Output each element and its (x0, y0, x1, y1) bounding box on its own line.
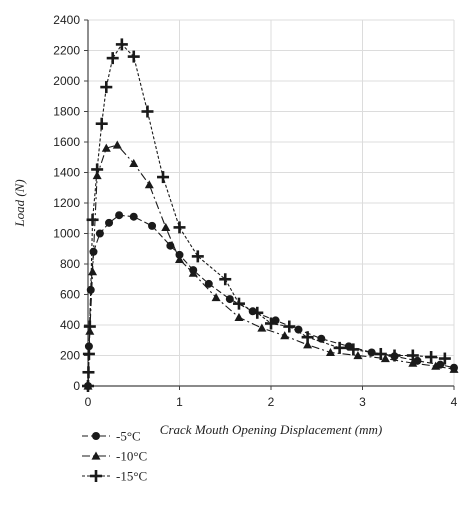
legend-label: -15°C (116, 469, 147, 484)
data-point-circle (166, 241, 175, 250)
data-point-plus (91, 163, 104, 176)
x-tick-label: 3 (359, 395, 366, 409)
x-tick-label: 2 (268, 395, 275, 409)
data-point-circle (175, 250, 184, 259)
data-point-plus (173, 221, 186, 234)
data-point-plus (82, 380, 94, 392)
y-tick-label: 200 (60, 349, 80, 363)
data-point-plus (232, 297, 245, 310)
legend-label: -5°C (116, 429, 141, 444)
data-point-triangle (280, 331, 290, 340)
series-plus (82, 38, 451, 392)
data-point-triangle (112, 140, 122, 149)
data-point-plus (106, 52, 119, 65)
series-line (87, 43, 445, 387)
data-point-circle (317, 334, 326, 343)
data-point-plus (333, 341, 346, 354)
data-point-triangle (188, 268, 198, 277)
data-point-plus (219, 273, 232, 286)
data-point-circle (148, 221, 157, 230)
data-point-plus (191, 250, 204, 263)
data-point-circle (413, 356, 422, 365)
data-point-plus (388, 349, 401, 362)
data-point-plus (347, 343, 360, 356)
series-line (87, 144, 455, 387)
data-point-triangle (234, 312, 244, 321)
y-tick-label: 1800 (53, 105, 80, 119)
y-tick-label: 2200 (53, 44, 80, 58)
data-point-plus (406, 349, 419, 362)
data-point-circle (204, 279, 213, 288)
x-axis-title: Crack Mouth Opening Displacement (mm) (160, 422, 382, 437)
y-tick-label: 2000 (53, 74, 80, 88)
data-point-triangle (408, 358, 418, 367)
y-tick-label: 1200 (53, 196, 80, 210)
data-point-circle (115, 211, 124, 220)
data-point-plus (141, 105, 154, 118)
data-point-plus (425, 351, 438, 364)
y-tick-label: 600 (60, 288, 80, 302)
y-tick-label: 400 (60, 318, 80, 332)
data-point-circle (294, 325, 303, 334)
data-point-plus (82, 347, 95, 360)
data-series (82, 38, 459, 392)
data-point-plus (100, 81, 113, 94)
data-point-triangle (353, 351, 363, 360)
data-point-triangle (129, 158, 139, 167)
data-point-triangle (91, 451, 101, 460)
legend-item: -5°C (82, 429, 141, 444)
series-triangle (83, 140, 459, 390)
data-point-triangle (431, 361, 441, 370)
data-point-triangle (380, 354, 390, 363)
data-point-plus (82, 366, 95, 379)
data-point-triangle (144, 180, 154, 189)
y-axis-title: Load (N) (12, 179, 27, 227)
data-point-plus (95, 117, 108, 130)
data-point-plus (157, 171, 170, 184)
data-point-circle (105, 218, 114, 227)
data-point-plus (90, 470, 102, 482)
data-point-triangle (325, 347, 335, 357)
legend: -5°C -10°C -15°C (82, 429, 147, 484)
data-point-plus (374, 347, 387, 360)
data-point-plus (283, 320, 296, 333)
data-point-triangle (161, 222, 171, 231)
y-tick-label: 0 (73, 379, 80, 393)
y-tick-label: 1600 (53, 135, 80, 149)
data-point-plus (251, 306, 264, 319)
legend-item: -15°C (82, 469, 147, 484)
x-tick-label: 1 (176, 395, 183, 409)
y-tick-label: 1000 (53, 227, 80, 241)
data-point-plus (83, 320, 96, 333)
data-point-circle (92, 432, 100, 440)
data-point-plus (265, 317, 277, 330)
axes: 0 200 400 600 800 1000 1200 1400 1600 1800 2000 220… (53, 13, 457, 409)
data-point-plus (115, 38, 128, 51)
data-point-triangle (101, 143, 111, 152)
data-point-triangle (257, 323, 267, 332)
legend-label: -10°C (116, 449, 147, 464)
axis-labels: Crack Mouth Opening Displacement (mm) Lo… (12, 179, 382, 437)
y-tick-label: 2400 (53, 13, 80, 27)
data-point-circle (95, 229, 104, 238)
y-tick-label: 800 (60, 257, 80, 271)
data-point-circle (129, 212, 138, 221)
x-tick-label: 0 (85, 395, 92, 409)
data-point-plus (127, 50, 140, 63)
legend-item: -10°C (82, 449, 147, 464)
data-point-triangle (449, 364, 459, 373)
y-tick-label: 1400 (53, 166, 80, 180)
data-point-plus (86, 213, 99, 226)
data-point-plus (301, 331, 314, 344)
data-point-plus (438, 352, 451, 365)
data-point-triangle (303, 340, 313, 349)
data-point-triangle (88, 267, 98, 276)
data-point-circle (225, 295, 234, 304)
x-tick-label: 4 (451, 395, 458, 409)
data-point-triangle (211, 293, 221, 302)
data-point-triangle (175, 254, 184, 264)
